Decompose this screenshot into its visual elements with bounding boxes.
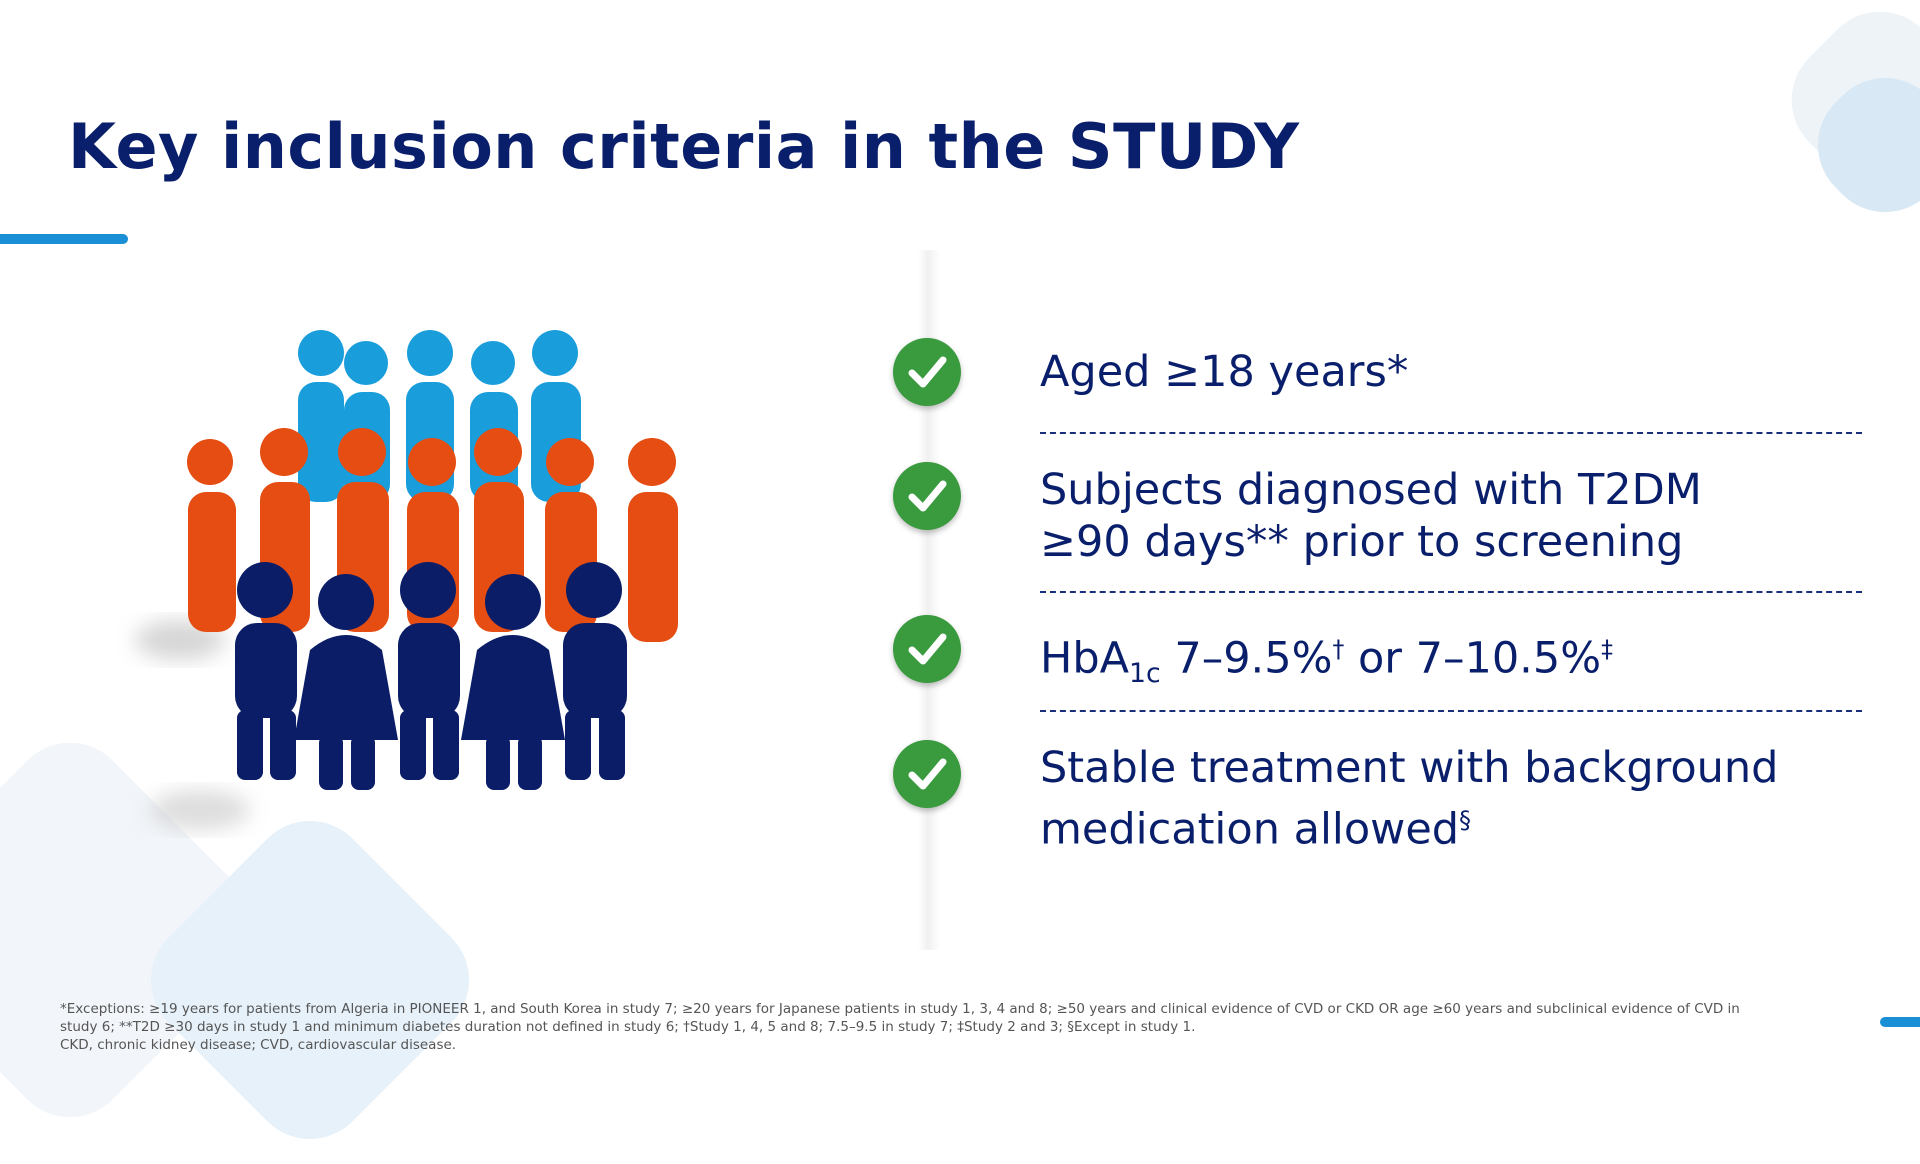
criterion-text: Aged ≥18 years* [1040, 347, 1409, 397]
divider-line [1040, 591, 1862, 593]
footnote-line: study 6; **T2D ≥30 days in study 1 and m… [60, 1019, 1196, 1035]
criterion-text: HbA1c 7–9.5%† or 7–10.5%‡ [1040, 633, 1613, 689]
check-circle-icon [893, 462, 961, 530]
criterion-text: Subjects diagnosed with T2DM ≥90 days** … [1040, 465, 1702, 567]
page-title: Key inclusion criteria in the STUDY [68, 110, 1300, 183]
footnote-abbreviations: CKD, chronic kidney disease; CVD, cardio… [60, 1037, 457, 1053]
footnote: *Exceptions: ≥19 years for patients from… [60, 1000, 1840, 1054]
title-accent-bar [0, 234, 128, 244]
footnote-line: *Exceptions: ≥19 years for patients from… [60, 1001, 1740, 1017]
people-group-icon [135, 330, 678, 830]
check-circle-icon [893, 740, 961, 808]
criterion-text: Stable treatment with background medicat… [1040, 743, 1779, 855]
check-circle-icon [893, 615, 961, 683]
check-circle-icon [893, 338, 961, 406]
divider-line [1040, 710, 1862, 712]
divider-line [1040, 432, 1862, 434]
footer-accent-bar [1880, 1017, 1920, 1027]
